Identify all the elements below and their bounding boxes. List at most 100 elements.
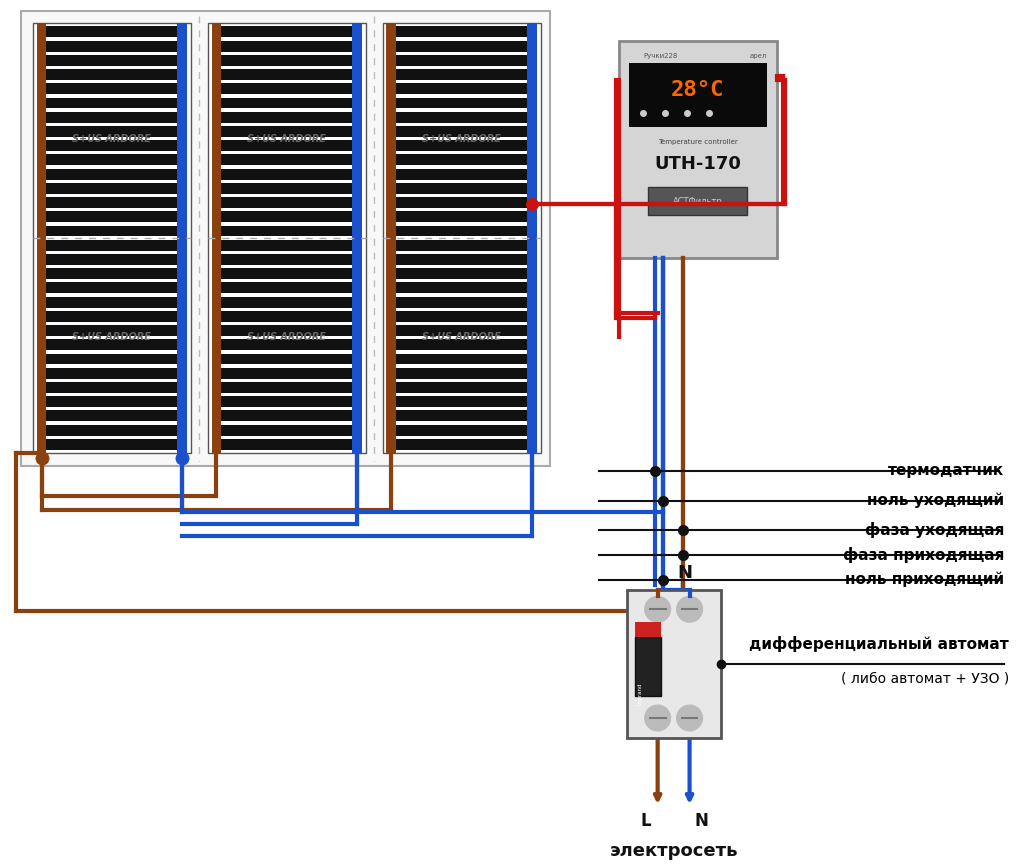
Bar (221, 425, 352, 435)
Bar (221, 268, 352, 279)
Bar (221, 212, 352, 222)
Bar (46, 368, 177, 378)
Bar (396, 439, 526, 450)
Bar (352, 23, 361, 453)
Bar (627, 589, 721, 738)
Text: фаза уходящая: фаза уходящая (865, 522, 1005, 538)
Bar (46, 382, 177, 393)
Bar (46, 55, 177, 66)
Bar (221, 325, 352, 336)
Bar (221, 382, 352, 393)
Bar (221, 340, 352, 350)
Bar (386, 23, 396, 453)
Bar (635, 637, 660, 696)
Bar (46, 410, 177, 422)
Text: N: N (678, 563, 692, 581)
Bar (221, 111, 352, 123)
Bar (46, 69, 177, 80)
Bar (46, 155, 177, 165)
Bar (221, 311, 352, 321)
Bar (212, 23, 221, 453)
Bar (46, 296, 177, 308)
Bar (46, 254, 177, 265)
Text: N: N (694, 812, 709, 830)
Bar (396, 197, 526, 208)
Bar (46, 41, 177, 52)
Bar (221, 168, 352, 180)
Bar (396, 397, 526, 407)
Bar (46, 268, 177, 279)
Bar (396, 340, 526, 350)
Bar (221, 296, 352, 308)
Bar (396, 283, 526, 293)
Bar (221, 226, 352, 237)
Bar (221, 98, 352, 109)
Text: 28°C: 28°C (671, 79, 725, 100)
Bar (396, 168, 526, 180)
Bar (396, 311, 526, 321)
Bar (221, 27, 352, 37)
Bar (396, 41, 526, 52)
Bar (20, 11, 550, 466)
Bar (208, 23, 366, 453)
Text: ноль уходящий: ноль уходящий (867, 492, 1005, 508)
Bar (46, 197, 177, 208)
Text: UTH-170: UTH-170 (654, 156, 741, 174)
Bar (396, 183, 526, 194)
Bar (396, 226, 526, 237)
Text: Ручки228: Ручки228 (643, 53, 678, 59)
Bar (46, 311, 177, 321)
Text: электросеть: электросеть (609, 842, 738, 860)
Text: арел: арел (750, 53, 767, 59)
Bar (396, 368, 526, 378)
Bar (177, 23, 186, 453)
Bar (396, 268, 526, 279)
Bar (221, 397, 352, 407)
Text: ( либо автомат + УЗО ): ( либо автомат + УЗО ) (841, 671, 1010, 685)
Bar (396, 425, 526, 435)
Bar (396, 69, 526, 80)
Bar (46, 212, 177, 222)
Text: термодатчик: термодатчик (888, 463, 1005, 479)
Bar (46, 83, 177, 94)
Bar (46, 168, 177, 180)
Text: S+US ARDORE: S+US ARDORE (73, 332, 152, 342)
Bar (33, 23, 190, 453)
Bar (46, 240, 177, 251)
Bar (396, 140, 526, 151)
Bar (221, 283, 352, 293)
Bar (46, 439, 177, 450)
Text: Temperature controller: Temperature controller (658, 139, 737, 145)
Bar (396, 254, 526, 265)
Circle shape (645, 705, 671, 731)
Bar (46, 226, 177, 237)
Bar (396, 27, 526, 37)
Bar (396, 111, 526, 123)
Bar (221, 254, 352, 265)
Bar (396, 155, 526, 165)
Bar (46, 425, 177, 435)
Bar (396, 98, 526, 109)
Bar (396, 126, 526, 137)
Bar (396, 296, 526, 308)
Bar (221, 126, 352, 137)
Bar (383, 23, 541, 453)
Bar (221, 410, 352, 422)
Circle shape (645, 596, 671, 622)
Bar (221, 439, 352, 450)
Bar (221, 155, 352, 165)
Bar (46, 140, 177, 151)
Bar (221, 55, 352, 66)
Text: ACTФильтр: ACTФильтр (673, 196, 723, 206)
Bar (46, 397, 177, 407)
Bar (396, 410, 526, 422)
Bar (396, 55, 526, 66)
Text: S+US ARDORE: S+US ARDORE (247, 134, 326, 144)
Bar (221, 240, 352, 251)
Bar (46, 98, 177, 109)
Text: S+US ARDORE: S+US ARDORE (73, 134, 152, 144)
Bar (46, 111, 177, 123)
Circle shape (677, 705, 702, 731)
Bar (46, 283, 177, 293)
Circle shape (677, 596, 702, 622)
